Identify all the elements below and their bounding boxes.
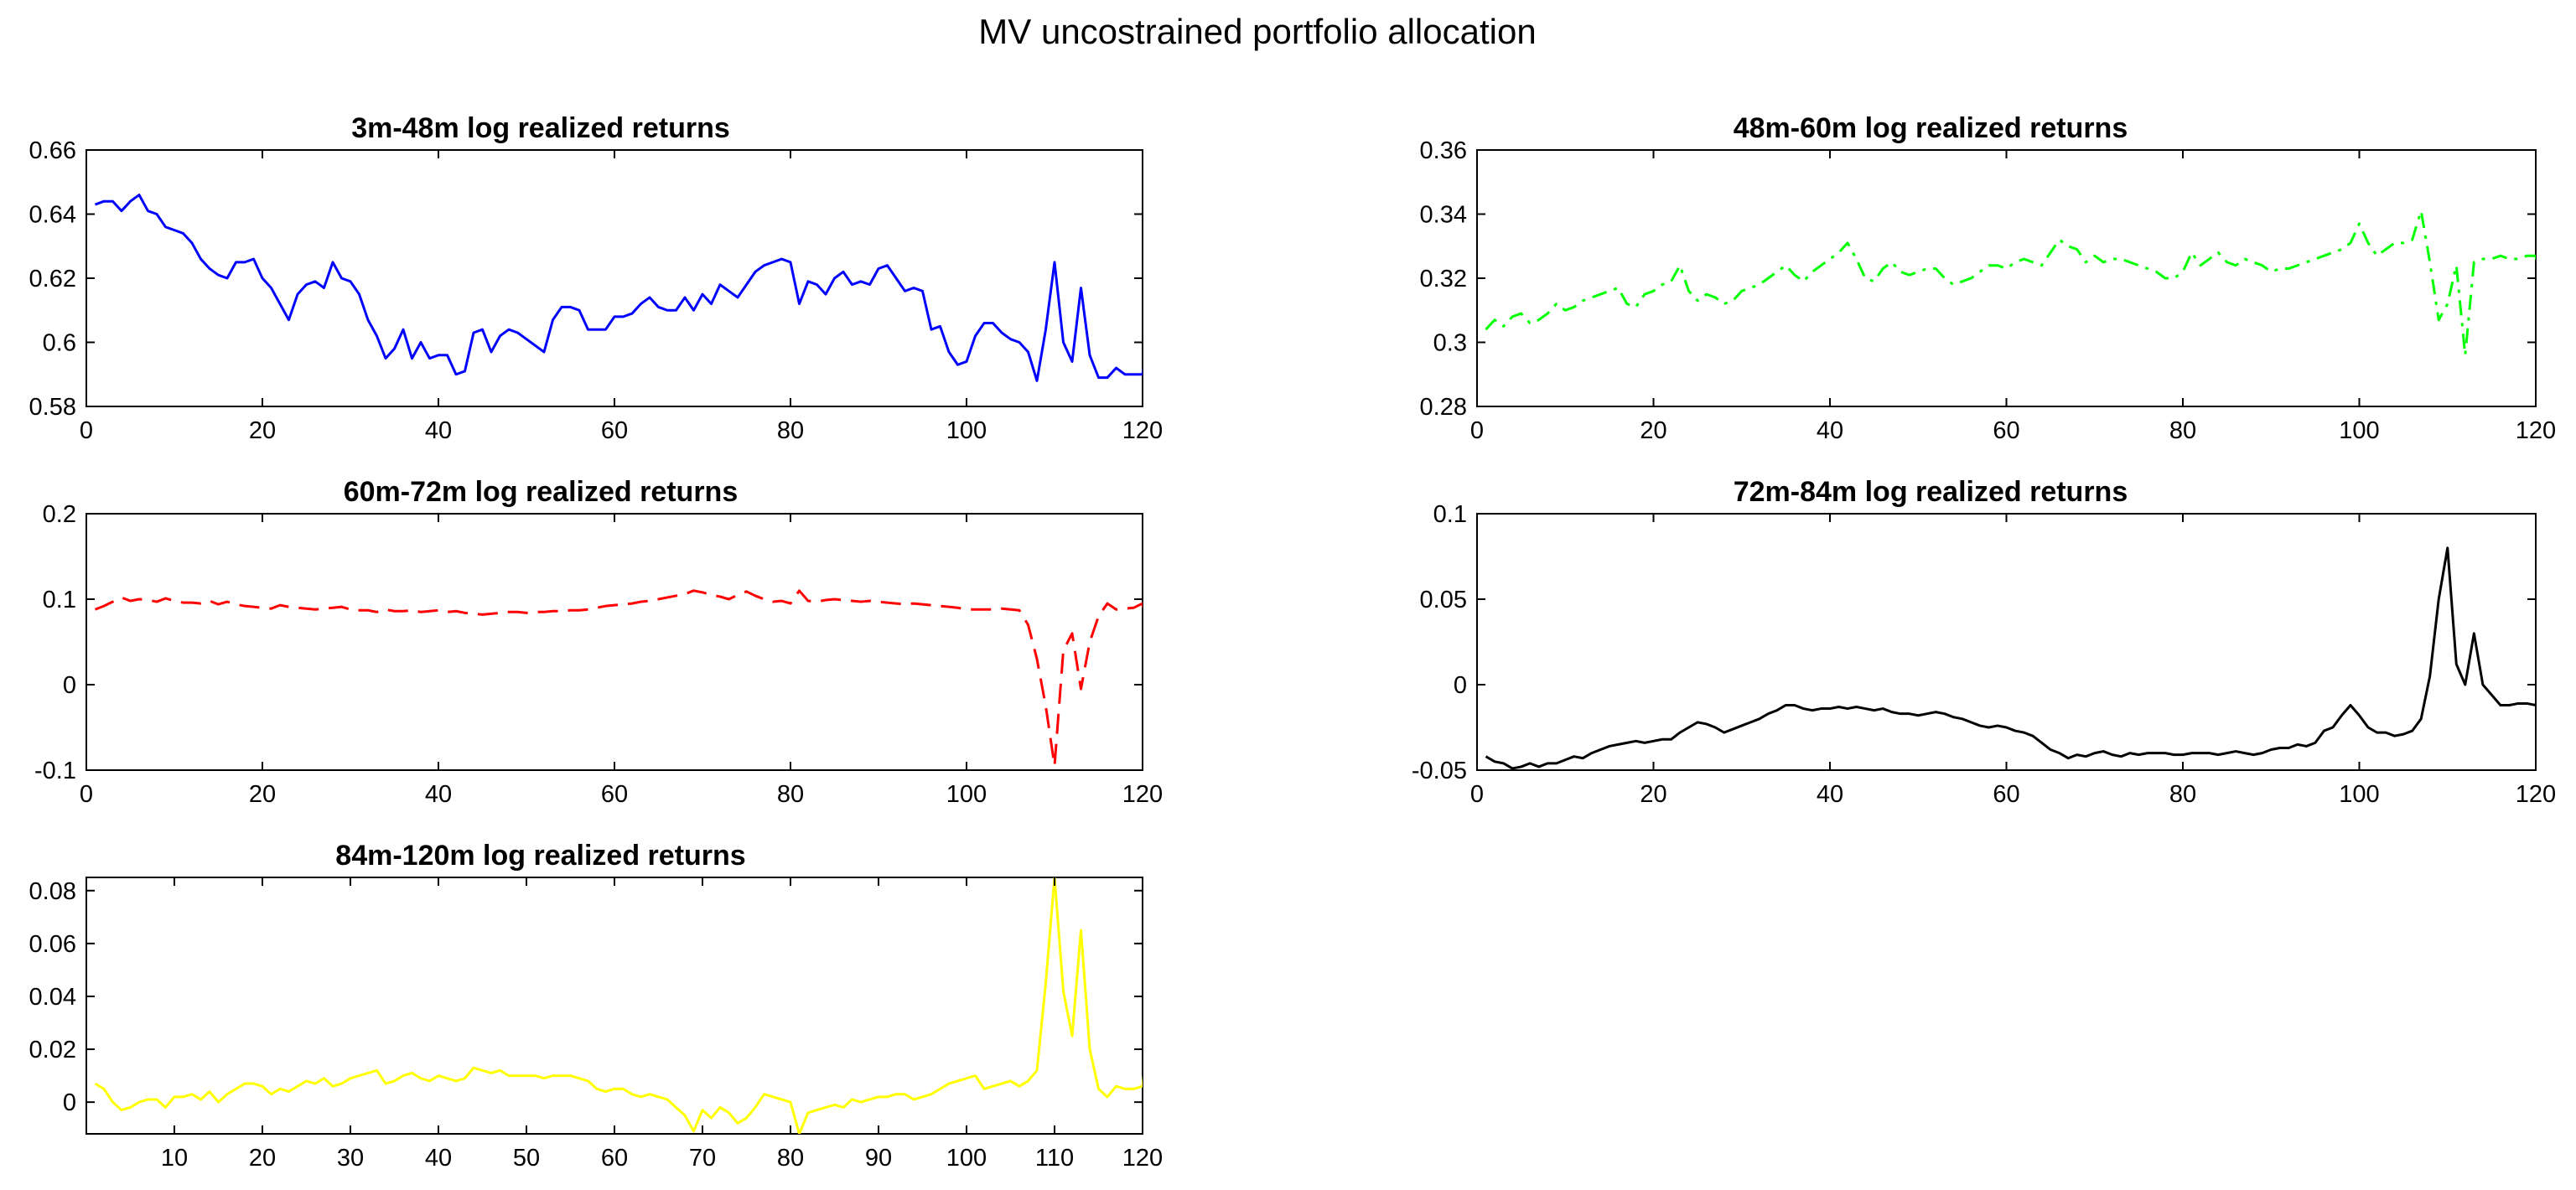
subplot-title: 3m-48m log realized returns <box>351 112 730 144</box>
plot-area <box>86 149 1143 407</box>
subplot-72m-84m: 72m-84m log realized returns 0 20 40 60 80 10… <box>1412 476 2556 808</box>
y-tick-label: 0.05 <box>1420 587 1467 613</box>
y-tick-label: 0.1 <box>43 587 76 613</box>
series-line <box>94 589 1143 768</box>
x-tick-label: 20 <box>1640 781 1666 808</box>
x-tick-label: 20 <box>249 1145 276 1172</box>
x-tick-label: 100 <box>946 1145 987 1172</box>
subplot-title: 48m-60m log realized returns <box>1734 112 2128 144</box>
x-tick-label: 30 <box>337 1145 364 1172</box>
subplot-title: 84m-120m log realized returns <box>335 840 745 872</box>
y-tick-label: 0.66 <box>29 137 76 164</box>
x-tick-label: 0 <box>80 781 93 808</box>
y-tick-label: 0.62 <box>29 266 76 292</box>
y-tick-label: 0.2 <box>43 501 76 528</box>
series-line <box>1485 210 2536 357</box>
y-tick-label: 0 <box>63 1089 76 1116</box>
y-tick-label: 0.28 <box>1420 394 1467 421</box>
x-tick-label: 120 <box>1122 1145 1163 1172</box>
x-tick-label: 120 <box>1122 781 1163 808</box>
x-tick-label: 50 <box>513 1145 540 1172</box>
plot-area <box>1476 149 2537 407</box>
subplot-60m-72m: 60m-72m log realized returns 0 20 40 60 80 10… <box>34 476 1163 808</box>
y-tick-label: 0.36 <box>1420 137 1467 164</box>
x-tick-label: 100 <box>2339 417 2379 444</box>
subplot-title: 72m-84m log realized returns <box>1734 476 2128 508</box>
x-tick-label: 90 <box>865 1145 892 1172</box>
x-tick-label: 20 <box>1640 417 1666 444</box>
y-tick-label: 0 <box>1454 672 1467 699</box>
y-tick-label: -0.05 <box>1412 758 1467 784</box>
x-tick-label: 110 <box>1035 1145 1074 1172</box>
x-tick-label: 80 <box>2169 781 2196 808</box>
y-tick-label: 0.3 <box>1433 330 1467 357</box>
x-tick-label: 80 <box>777 1145 804 1172</box>
x-tick-label: 0 <box>80 417 93 444</box>
x-tick-label: 40 <box>425 1145 452 1172</box>
y-tick-label: 0.34 <box>1420 202 1467 229</box>
x-tick-label: 40 <box>1817 781 1843 808</box>
y-tick-label: 0.64 <box>29 202 76 229</box>
x-tick-label: 80 <box>2169 417 2196 444</box>
y-tick-label: 0.06 <box>29 931 76 958</box>
x-tick-label: 80 <box>777 417 804 444</box>
series-line <box>94 194 1143 382</box>
x-tick-label: 40 <box>425 781 452 808</box>
plot-area <box>86 877 1143 1135</box>
x-tick-label: 120 <box>2516 417 2556 444</box>
subplot-48m-60m: 48m-60m log realized returns 0 20 40 60 80 10… <box>1420 112 2557 444</box>
x-tick-label: 40 <box>1817 417 1843 444</box>
x-tick-label: 60 <box>1993 417 2019 444</box>
x-tick-label: 20 <box>249 781 276 808</box>
series-line <box>94 877 1143 1134</box>
x-tick-label: 100 <box>946 417 987 444</box>
y-tick-label: 0 <box>63 672 76 699</box>
figure-title: MV uncostrained portfolio allocation <box>978 12 1536 51</box>
y-tick-label: 0.6 <box>43 330 76 357</box>
x-tick-label: 60 <box>601 417 628 444</box>
x-tick-label: 40 <box>425 417 452 444</box>
subplot-title: 60m-72m log realized returns <box>344 476 739 508</box>
x-tick-label: 60 <box>601 1145 628 1172</box>
x-tick-label: 10 <box>161 1145 188 1172</box>
x-tick-label: 20 <box>249 417 276 444</box>
plot-area <box>86 513 1143 771</box>
x-tick-label: 100 <box>946 781 987 808</box>
subplot-3m-48m: 3m-48m log realized returns 0 20 40 60 80 100… <box>29 112 1164 444</box>
y-tick-label: 0.1 <box>1433 501 1467 528</box>
x-tick-label: 60 <box>1993 781 2019 808</box>
x-tick-label: 0 <box>1470 417 1484 444</box>
y-tick-label: 0.32 <box>1420 266 1467 292</box>
y-tick-label: 0.58 <box>29 394 76 421</box>
x-tick-label: 120 <box>2516 781 2556 808</box>
subplot-84m-120m: 84m-120m log realized returns 10 20 30 40 50… <box>29 840 1164 1172</box>
y-tick-label: 0.08 <box>29 878 76 905</box>
series-line <box>1485 546 2536 770</box>
x-tick-label: 120 <box>1122 417 1163 444</box>
y-tick-label: -0.1 <box>34 758 76 784</box>
y-tick-label: 0.04 <box>29 984 76 1011</box>
y-tick-label: 0.02 <box>29 1037 76 1063</box>
x-tick-label: 0 <box>1470 781 1484 808</box>
x-tick-label: 70 <box>689 1145 716 1172</box>
x-tick-label: 100 <box>2339 781 2379 808</box>
x-tick-label: 60 <box>601 781 628 808</box>
x-tick-label: 80 <box>777 781 804 808</box>
